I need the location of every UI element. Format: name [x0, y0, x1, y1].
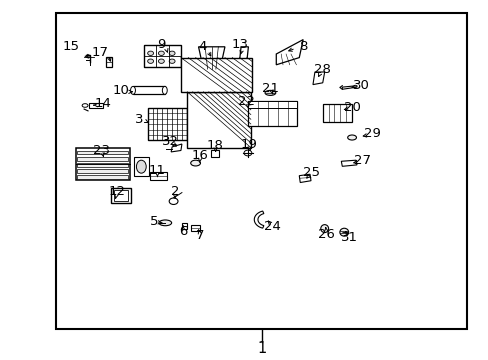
Text: 24: 24 [264, 220, 281, 233]
Bar [89, 103, 102, 108]
Text: 32: 32 [162, 135, 178, 148]
Bar [150, 172, 167, 180]
Ellipse shape [169, 51, 175, 55]
Ellipse shape [244, 150, 251, 156]
Text: 30: 30 [353, 79, 369, 92]
Text: 6: 6 [178, 225, 187, 238]
Ellipse shape [147, 51, 153, 55]
Text: 22: 22 [238, 95, 255, 108]
Text: 27: 27 [354, 154, 370, 167]
Text: 3: 3 [135, 113, 143, 126]
Polygon shape [239, 47, 248, 65]
Ellipse shape [320, 225, 328, 233]
Ellipse shape [339, 228, 348, 236]
Text: 2: 2 [170, 185, 179, 198]
Polygon shape [299, 174, 310, 183]
Text: 1: 1 [257, 341, 265, 356]
Ellipse shape [264, 90, 275, 95]
Ellipse shape [158, 59, 164, 63]
Polygon shape [190, 225, 200, 231]
Bar [105, 57, 112, 67]
Bar [248, 101, 297, 126]
Polygon shape [312, 72, 324, 85]
Text: 10: 10 [113, 84, 129, 97]
Ellipse shape [158, 51, 164, 55]
Bar [111, 188, 131, 203]
Text: 16: 16 [192, 149, 208, 162]
Text: 28: 28 [314, 63, 330, 76]
Bar [134, 157, 148, 176]
Bar [76, 148, 129, 180]
Text: 23: 23 [93, 144, 109, 157]
Polygon shape [182, 223, 186, 229]
Text: 4: 4 [198, 40, 207, 53]
Polygon shape [171, 144, 182, 152]
Text: 9: 9 [157, 39, 165, 51]
Bar [77, 169, 128, 173]
Bar [77, 157, 128, 161]
Text: 17: 17 [92, 46, 108, 59]
Bar [56, 13, 466, 329]
Bar [187, 92, 250, 148]
Bar [248, 101, 297, 108]
Polygon shape [276, 40, 303, 65]
Text: 13: 13 [231, 39, 247, 51]
Text: 29: 29 [364, 127, 380, 140]
Ellipse shape [162, 86, 167, 94]
Bar [181, 58, 251, 92]
Ellipse shape [130, 86, 135, 94]
Text: 25: 25 [303, 166, 319, 179]
Bar [114, 190, 128, 201]
Text: 20: 20 [343, 101, 360, 114]
Bar [77, 151, 128, 154]
Polygon shape [342, 86, 356, 89]
Ellipse shape [347, 135, 356, 140]
Text: 12: 12 [109, 185, 125, 198]
Text: 26: 26 [318, 228, 334, 240]
Text: 15: 15 [62, 40, 79, 53]
Ellipse shape [190, 160, 200, 166]
Bar [77, 163, 128, 167]
Text: 7: 7 [196, 229, 204, 242]
Bar [144, 45, 181, 67]
Text: 31: 31 [341, 231, 357, 244]
Bar [147, 108, 186, 140]
Ellipse shape [86, 55, 90, 58]
Ellipse shape [159, 220, 171, 226]
Polygon shape [341, 160, 356, 166]
Ellipse shape [147, 59, 153, 63]
Bar [77, 175, 128, 179]
Text: 19: 19 [241, 138, 257, 150]
Text: 8: 8 [298, 40, 307, 53]
Ellipse shape [82, 104, 88, 107]
Bar [322, 104, 351, 122]
Polygon shape [198, 47, 224, 69]
Ellipse shape [136, 160, 146, 173]
Text: 5: 5 [150, 215, 159, 228]
Ellipse shape [169, 198, 178, 204]
Text: 21: 21 [262, 82, 278, 95]
Text: 18: 18 [206, 139, 223, 152]
Bar [211, 150, 219, 157]
Bar [133, 86, 164, 94]
Text: 11: 11 [149, 164, 165, 177]
Ellipse shape [169, 59, 175, 63]
Polygon shape [254, 211, 264, 228]
Text: 14: 14 [94, 97, 111, 110]
